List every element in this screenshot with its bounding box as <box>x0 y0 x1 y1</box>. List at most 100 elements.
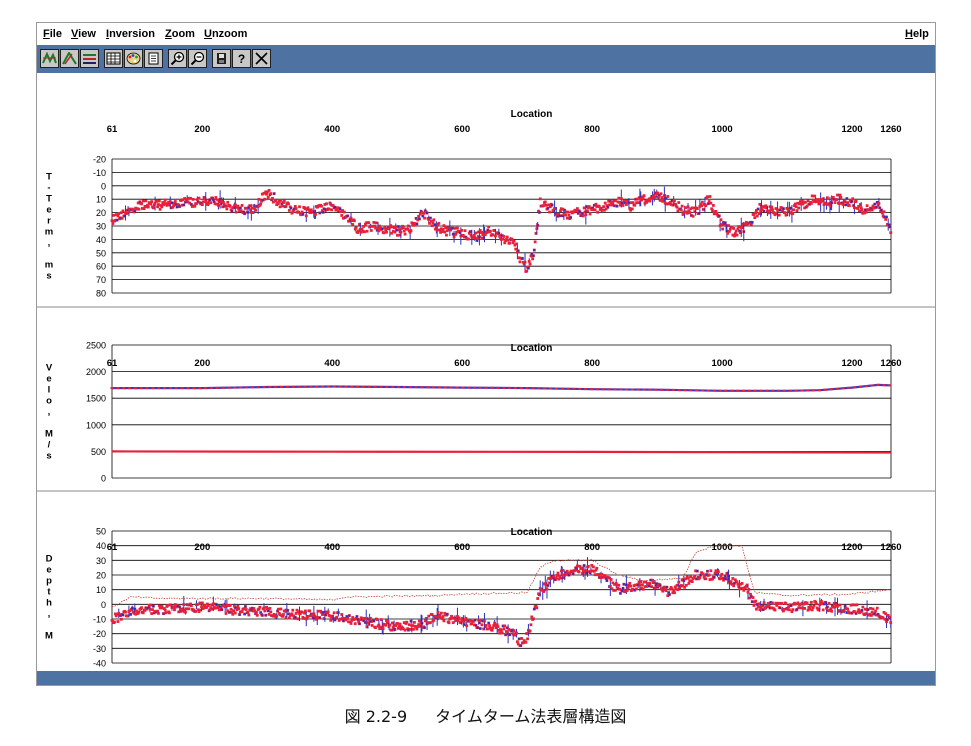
zoom-out-button[interactable] <box>188 49 207 68</box>
data-point <box>527 267 530 270</box>
data-point <box>197 196 201 200</box>
data-point <box>278 205 282 209</box>
data-point <box>407 623 411 627</box>
help-button[interactable]: ? <box>232 49 251 68</box>
data-point <box>501 234 504 237</box>
table-button[interactable] <box>104 49 123 68</box>
menu-zoom[interactable]: Zoom <box>165 28 195 40</box>
palette-button[interactable] <box>124 49 143 68</box>
data-point <box>594 202 598 206</box>
data-point <box>703 574 707 577</box>
data-point <box>405 620 409 624</box>
data-point <box>689 207 692 211</box>
data-point <box>374 226 377 230</box>
data-point <box>432 218 436 222</box>
data-point <box>398 233 402 237</box>
data-point <box>814 600 817 604</box>
data-point <box>265 605 268 609</box>
menu-view[interactable]: View <box>71 28 96 40</box>
data-point <box>226 200 230 204</box>
data-point <box>531 257 535 261</box>
data-point <box>812 389 816 392</box>
data-point <box>336 206 339 210</box>
data-point <box>720 223 724 226</box>
save-button[interactable] <box>212 49 231 68</box>
data-point <box>346 617 350 620</box>
data-point <box>521 641 525 645</box>
data-point <box>543 200 547 204</box>
data-point <box>511 629 514 632</box>
data-point <box>244 605 247 608</box>
data-point <box>847 204 851 208</box>
data-point <box>398 622 402 626</box>
data-point <box>826 609 830 613</box>
data-point <box>547 576 551 580</box>
menu-file[interactable]: File <box>43 28 62 40</box>
data-point <box>556 215 559 218</box>
data-point <box>517 256 521 260</box>
data-point <box>224 204 228 208</box>
data-point <box>113 620 116 624</box>
data-point <box>397 386 401 389</box>
data-point <box>443 386 447 389</box>
document-button[interactable] <box>144 49 163 68</box>
data-point <box>650 195 653 198</box>
data-point <box>427 218 431 221</box>
data-point <box>610 587 614 591</box>
menu-inversion[interactable]: Inversion <box>106 28 155 40</box>
y-tick-label: 0 <box>101 181 106 191</box>
data-point <box>390 231 393 235</box>
data-point <box>203 197 207 201</box>
data-point <box>564 571 567 574</box>
data-point <box>707 200 711 203</box>
data-point <box>464 616 468 620</box>
data-point <box>530 615 534 619</box>
data-point <box>884 612 888 616</box>
data-point <box>605 577 608 580</box>
data-point <box>773 213 777 217</box>
data-point <box>872 206 876 210</box>
x-tick-label: 200 <box>194 542 210 553</box>
data-point <box>303 611 306 615</box>
data-point <box>666 195 670 198</box>
data-point <box>149 603 153 607</box>
lines-button[interactable] <box>80 49 99 68</box>
data-point <box>370 620 373 623</box>
data-point <box>456 619 460 623</box>
data-point <box>452 235 456 239</box>
data-point <box>874 609 877 613</box>
data-point <box>443 230 447 234</box>
data-point <box>590 563 594 567</box>
data-point <box>591 569 594 573</box>
data-point <box>322 207 325 210</box>
data-point <box>722 578 725 582</box>
data-point <box>782 207 785 210</box>
data-point <box>238 209 241 213</box>
data-point <box>209 201 213 205</box>
zoom-in-button[interactable] <box>168 49 187 68</box>
data-point <box>535 606 539 610</box>
data-point <box>392 624 396 628</box>
wave-picks-button[interactable] <box>40 49 59 68</box>
data-point <box>261 614 264 617</box>
data-point <box>488 624 491 628</box>
data-point <box>266 195 270 199</box>
data-point <box>696 570 699 573</box>
data-point <box>394 225 398 229</box>
data-point <box>738 587 741 591</box>
data-point <box>549 387 553 390</box>
data-point <box>235 606 238 609</box>
layers-button[interactable] <box>60 49 79 68</box>
data-point <box>331 614 334 618</box>
close-button[interactable] <box>252 49 271 68</box>
data-point <box>596 210 600 214</box>
data-point <box>195 603 199 606</box>
data-point <box>592 565 595 569</box>
data-point <box>267 189 271 192</box>
data-point <box>763 205 767 209</box>
data-point <box>719 574 723 578</box>
menu-help[interactable]: Help <box>905 28 929 40</box>
data-point <box>501 237 505 241</box>
menu-unzoom[interactable]: Unzoom <box>204 28 248 40</box>
data-point <box>816 200 820 204</box>
